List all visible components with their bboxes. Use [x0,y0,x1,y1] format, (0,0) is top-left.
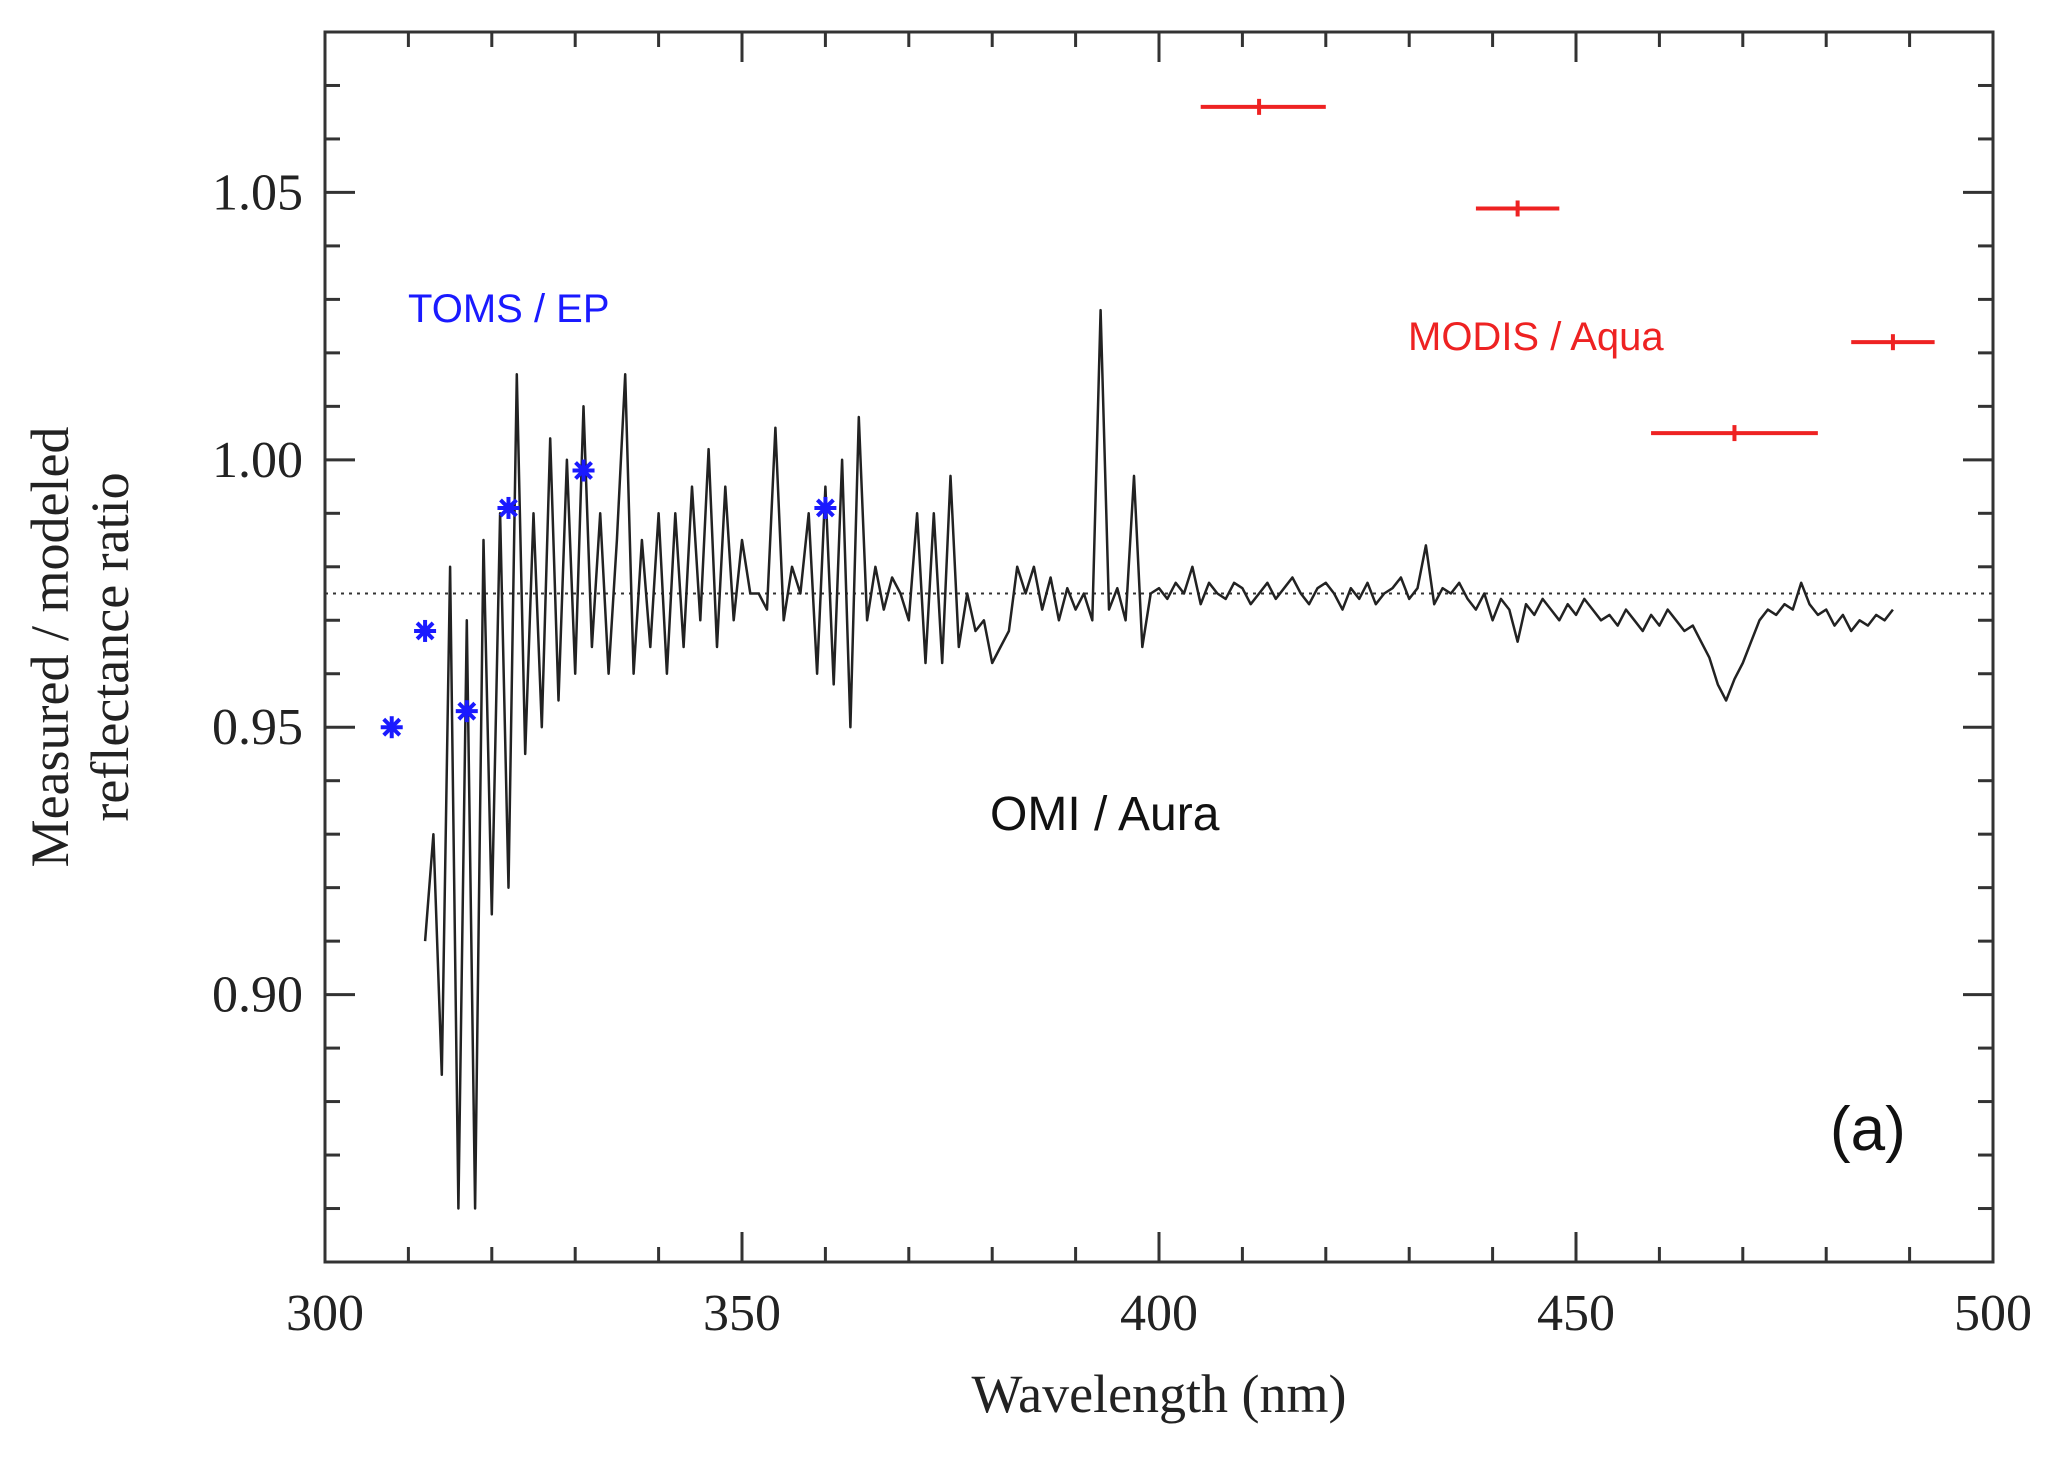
x-tick-label: 500 [1954,1285,2032,1342]
modis-aqua-point [1475,200,1560,217]
asterisk-stroke [415,621,435,641]
toms-ep-point [414,619,437,642]
y-tick-label: 0.90 [212,967,303,1024]
toms-ep-point [380,716,403,739]
asterisk-stroke [499,498,518,518]
y-axis-label-line-1: Measured / modeled [20,427,80,868]
y-tick-label: 1.00 [212,432,303,489]
data-layer [325,98,1993,1210]
x-tick-label: 400 [1120,1285,1198,1342]
y-tick-label: 0.95 [212,699,303,756]
x-tick-label: 300 [286,1285,364,1342]
asterisk-stroke [574,461,593,480]
modis-aqua-point [1651,425,1818,442]
x-tick-label: 450 [1537,1285,1615,1342]
toms-ep-point [572,459,595,482]
series-label-modis: MODIS / Aqua [1408,315,1664,359]
panel-label: (a) [1830,1095,1906,1164]
y-tick-label: 1.05 [212,164,303,221]
modis-aqua-point [1200,98,1326,115]
asterisk-stroke [457,701,477,721]
series-label-omi: OMI / Aura [990,788,1220,841]
x-tick-label: 350 [703,1285,781,1342]
omi-aura-line [423,308,1894,1210]
x-axis-label: Wavelength (nm) [971,1364,1346,1424]
toms-ep-point [455,700,478,723]
series-label-toms: TOMS / EP [408,287,610,331]
y-axis-label-line-2: reflectance ratio [80,472,140,821]
asterisk-stroke [815,498,835,518]
toms-ep-point [497,496,520,519]
toms-ep-point [814,496,837,519]
axes: 300 350 400 450 500 0.90 0.95 1.00 1.05 [212,30,2032,1342]
asterisk-stroke [382,717,402,737]
modis-aqua-point [1851,334,1935,351]
